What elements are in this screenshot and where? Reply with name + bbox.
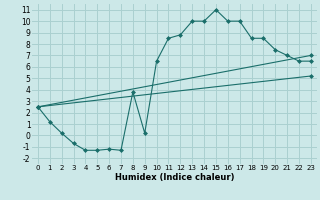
X-axis label: Humidex (Indice chaleur): Humidex (Indice chaleur) [115, 173, 234, 182]
